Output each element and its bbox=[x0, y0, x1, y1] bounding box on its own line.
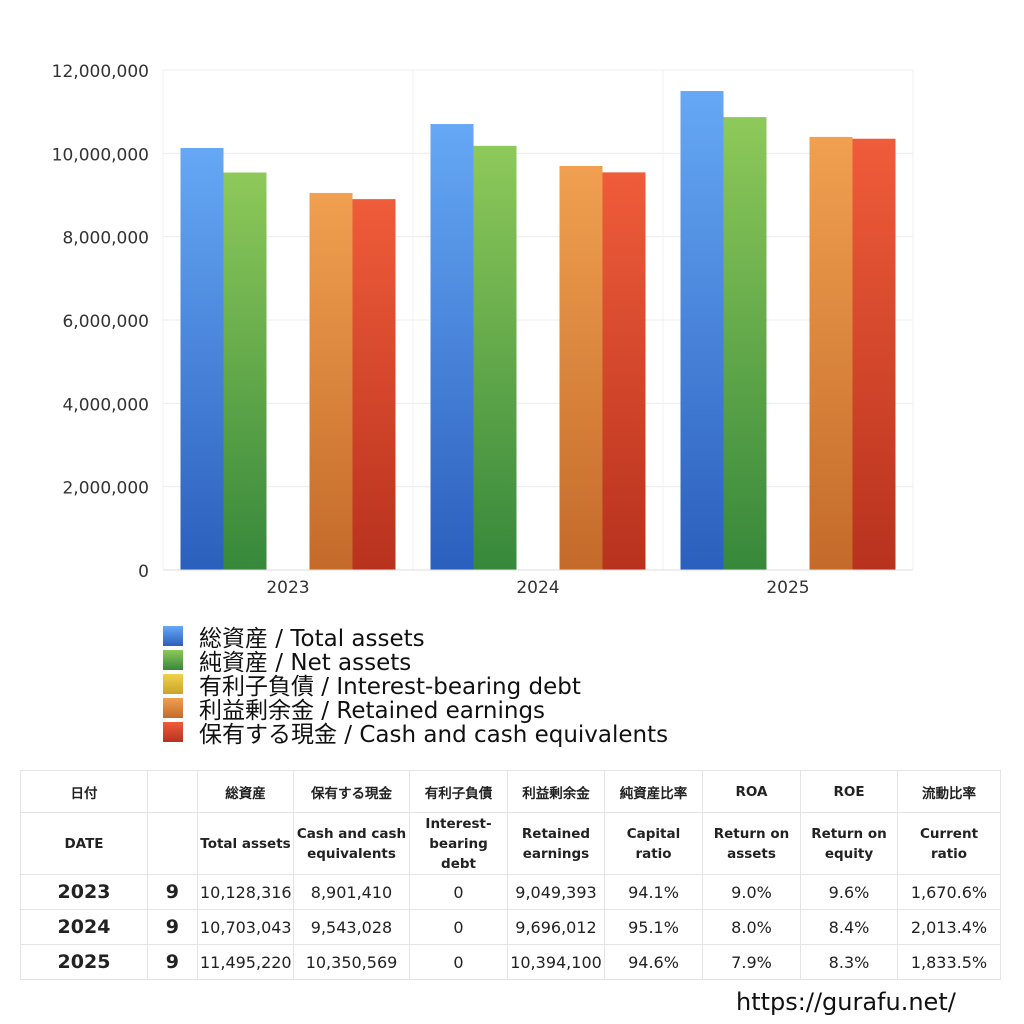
y-tick-label: 2,000,000 bbox=[62, 479, 149, 499]
bar bbox=[352, 199, 396, 570]
header-cell: DATE bbox=[20, 812, 148, 875]
source-url[interactable]: https://gurafu.net/ bbox=[736, 988, 956, 1016]
table-row: 2023 9 10,128,316 8,901,410 0 9,049,393 … bbox=[20, 874, 1001, 910]
year-cell: 2023 bbox=[20, 874, 148, 910]
legend-swatch bbox=[163, 698, 183, 718]
legend-label: 保有する現金 / Cash and cash equivalents bbox=[199, 722, 669, 748]
year-cell: 2024 bbox=[20, 909, 148, 945]
total-assets-cell: 10,703,043 bbox=[197, 909, 294, 945]
bar bbox=[309, 192, 353, 570]
table-header-en: DATE Total assets Cash and cash equivale… bbox=[20, 812, 1001, 875]
bar bbox=[723, 117, 767, 570]
header-cell: 総資産 bbox=[197, 770, 294, 813]
cash-cell: 8,901,410 bbox=[293, 874, 410, 910]
bar bbox=[852, 138, 896, 570]
legend-item-interest-bearing-debt: 有利子負債 / Interest-bearing debt bbox=[163, 672, 668, 700]
current-ratio-cell: 2,013.4% bbox=[897, 909, 1001, 945]
y-tick-label: 10,000,000 bbox=[52, 145, 149, 165]
header-cell: Retained earnings bbox=[507, 812, 605, 875]
legend-label: 総資産 / Total assets bbox=[199, 626, 425, 652]
header-cell: Return on equity bbox=[800, 812, 898, 875]
roe-cell: 8.3% bbox=[800, 944, 898, 980]
retained-earnings-cell: 10,394,100 bbox=[507, 944, 605, 980]
header-cell: Total assets bbox=[197, 812, 294, 875]
bar bbox=[180, 147, 224, 571]
debt-cell: 0 bbox=[409, 874, 508, 910]
header-cell: 日付 bbox=[20, 770, 148, 813]
month-cell: 9 bbox=[147, 909, 198, 945]
header-cell: Current ratio bbox=[897, 812, 1001, 875]
month-cell: 9 bbox=[147, 874, 198, 910]
capital-ratio-cell: 94.6% bbox=[604, 944, 703, 980]
x-tick-label: 2023 bbox=[266, 578, 309, 598]
capital-ratio-cell: 95.1% bbox=[604, 909, 703, 945]
cash-cell: 10,350,569 bbox=[293, 944, 410, 980]
total-assets-cell: 11,495,220 bbox=[197, 944, 294, 980]
debt-cell: 0 bbox=[409, 944, 508, 980]
bar bbox=[680, 91, 724, 570]
debt-cell: 0 bbox=[409, 909, 508, 945]
header-cell: 保有する現金 bbox=[293, 770, 410, 813]
roa-cell: 7.9% bbox=[702, 944, 801, 980]
retained-earnings-cell: 9,696,012 bbox=[507, 909, 605, 945]
bar bbox=[430, 124, 474, 571]
header-cell: Cash and cash equivalents bbox=[293, 812, 410, 875]
header-cell bbox=[147, 812, 198, 875]
roa-cell: 9.0% bbox=[702, 874, 801, 910]
x-tick-label: 2025 bbox=[766, 578, 809, 598]
header-cell: 流動比率 bbox=[897, 770, 1001, 813]
legend-swatch bbox=[163, 626, 183, 646]
y-tick-label: 8,000,000 bbox=[62, 229, 149, 249]
header-cell: 利益剰余金 bbox=[507, 770, 605, 813]
legend-label: 純資産 / Net assets bbox=[199, 650, 412, 676]
month-cell: 9 bbox=[147, 944, 198, 980]
header-cell: 純資産比率 bbox=[604, 770, 703, 813]
table-row: 2024 9 10,703,043 9,543,028 0 9,696,012 … bbox=[20, 909, 1001, 945]
y-tick-label: 0 bbox=[138, 562, 149, 582]
bar bbox=[809, 136, 853, 570]
total-assets-cell: 10,128,316 bbox=[197, 874, 294, 910]
table-header-jp: 日付 総資産 保有する現金 有利子負債 利益剰余金 純資産比率 ROA ROE … bbox=[20, 770, 1001, 813]
y-tick-label: 12,000,000 bbox=[52, 62, 149, 82]
legend-swatch bbox=[163, 674, 183, 694]
y-tick-label: 6,000,000 bbox=[62, 312, 149, 332]
legend-swatch bbox=[163, 650, 183, 670]
financial-table: 日付 総資産 保有する現金 有利子負債 利益剰余金 純資産比率 ROA ROE … bbox=[20, 770, 1001, 980]
bar bbox=[602, 172, 646, 570]
bar bbox=[223, 172, 267, 570]
y-tick-label: 4,000,000 bbox=[62, 395, 149, 415]
roe-cell: 9.6% bbox=[800, 874, 898, 910]
year-cell: 2025 bbox=[20, 944, 148, 980]
retained-earnings-cell: 9,049,393 bbox=[507, 874, 605, 910]
header-cell: ROE bbox=[800, 770, 898, 813]
bar bbox=[473, 145, 517, 571]
header-cell: Capital ratio bbox=[604, 812, 703, 875]
bar-chart: 0 2,000,000 4,000,000 6,000,000 8,000,000 10,… bbox=[52, 62, 914, 598]
legend-item-retained-earnings: 利益剰余金 / Retained earnings bbox=[163, 696, 668, 724]
current-ratio-cell: 1,833.5% bbox=[897, 944, 1001, 980]
legend-item-net-assets: 純資産 / Net assets bbox=[163, 648, 668, 676]
header-cell: ROA bbox=[702, 770, 801, 813]
chart-legend: 総資産 / Total assets 純資産 / Net assets 有利子負… bbox=[163, 624, 668, 748]
legend-label: 利益剰余金 / Retained earnings bbox=[199, 698, 546, 724]
legend-item-total-assets: 総資産 / Total assets bbox=[163, 624, 668, 652]
header-cell: 有利子負債 bbox=[409, 770, 508, 813]
legend-label: 有利子負債 / Interest-bearing debt bbox=[199, 674, 581, 700]
capital-ratio-cell: 94.1% bbox=[604, 874, 703, 910]
legend-swatch bbox=[163, 722, 183, 742]
header-cell bbox=[147, 770, 198, 813]
roe-cell: 8.4% bbox=[800, 909, 898, 945]
current-ratio-cell: 1,670.6% bbox=[897, 874, 1001, 910]
x-tick-label: 2024 bbox=[516, 578, 559, 598]
roa-cell: 8.0% bbox=[702, 909, 801, 945]
header-cell: Interest-bearing debt bbox=[409, 812, 508, 875]
header-cell: Return on assets bbox=[702, 812, 801, 875]
cash-cell: 9,543,028 bbox=[293, 909, 410, 945]
legend-item-cash: 保有する現金 / Cash and cash equivalents bbox=[163, 720, 668, 748]
table-row: 2025 9 11,495,220 10,350,569 0 10,394,10… bbox=[20, 944, 1001, 980]
bar bbox=[559, 165, 603, 570]
